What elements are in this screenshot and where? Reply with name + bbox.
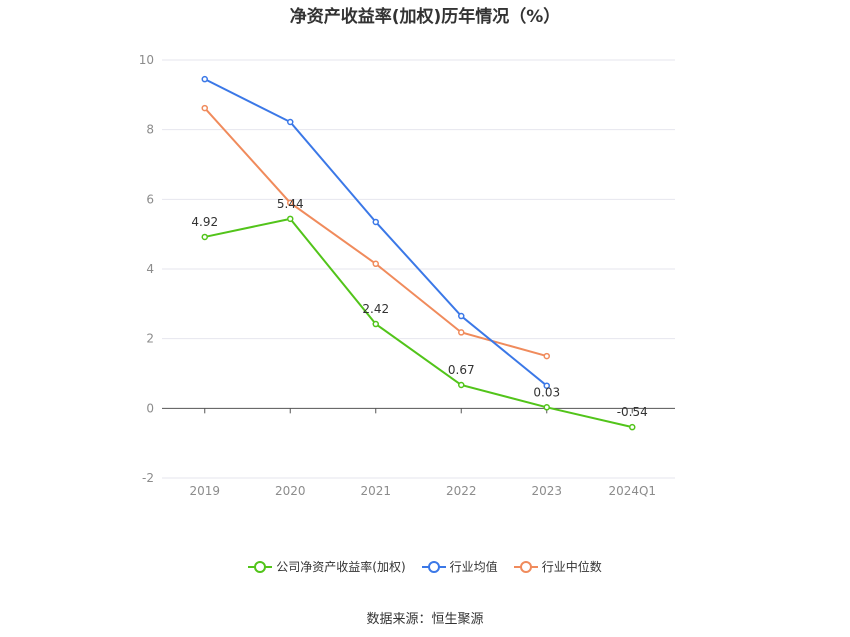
data-point [372, 320, 379, 328]
data-point [201, 233, 208, 241]
data-label: -0.54 [617, 405, 648, 419]
data-point [543, 404, 550, 411]
data-point [458, 312, 465, 320]
legend-marker-icon [248, 560, 273, 573]
legend-marker-icon [513, 560, 538, 573]
data-point [287, 199, 294, 207]
x-tick-label: 2023 [531, 484, 562, 498]
legend: 公司净资产收益率(加权) 行业均值 行业中位数 [0, 558, 850, 575]
data-point [629, 423, 636, 431]
data-point [372, 260, 379, 268]
x-tick-label: 2024Q1 [608, 484, 656, 498]
data-point [201, 104, 208, 112]
y-tick-label: 6 [146, 192, 154, 206]
y-tick-label: 10 [139, 53, 154, 67]
legend-label: 行业均值 [449, 560, 498, 574]
y-tick-label: 4 [146, 262, 154, 276]
y-tick-label: -2 [142, 471, 154, 485]
legend-label: 行业中位数 [541, 560, 602, 574]
chart-title: 净资产收益率(加权)历年情况（%） [289, 7, 561, 27]
data-point [287, 215, 294, 223]
y-tick-label: 2 [146, 332, 154, 346]
data-label: 2.42 [362, 302, 389, 316]
data-label: 0.67 [448, 363, 475, 377]
y-tick-label: 0 [146, 401, 154, 415]
series-line [204, 217, 633, 429]
data-label: 4.92 [191, 215, 218, 229]
x-tick-label: 2020 [275, 484, 306, 498]
label-layer: 4.92 5.44 2.42 0.67 0.03 -0.54 [191, 197, 647, 419]
legend-item[interactable]: 行业均值 [421, 558, 498, 575]
data-source: 数据来源：恒生聚源 [366, 612, 484, 627]
data-point [543, 382, 550, 389]
legend-marker-icon [421, 560, 446, 573]
series-layer [201, 75, 636, 431]
y-tick-label: 8 [146, 123, 154, 137]
x-tick-label: 2021 [360, 484, 391, 498]
data-point [287, 118, 294, 126]
legend-item[interactable]: 公司净资产收益率(加权) [248, 558, 406, 575]
data-point [458, 381, 465, 389]
data-label: 5.44 [277, 197, 304, 211]
legend-item[interactable]: 行业中位数 [513, 558, 602, 575]
data-point [372, 218, 379, 226]
data-label: 0.03 [533, 385, 560, 399]
x-tick-label: 2019 [189, 484, 220, 498]
x-tick-label: 2022 [446, 484, 477, 498]
data-point [458, 329, 465, 336]
legend-label: 公司净资产收益率(加权) [276, 560, 406, 574]
series-line [204, 78, 548, 387]
data-point [201, 75, 208, 83]
series-line [204, 107, 548, 358]
axis-layer: -2 0 2 4 6 8 10 2019 2020 2021 2022 2023 2024Q1 [139, 53, 675, 498]
data-point [543, 352, 550, 360]
